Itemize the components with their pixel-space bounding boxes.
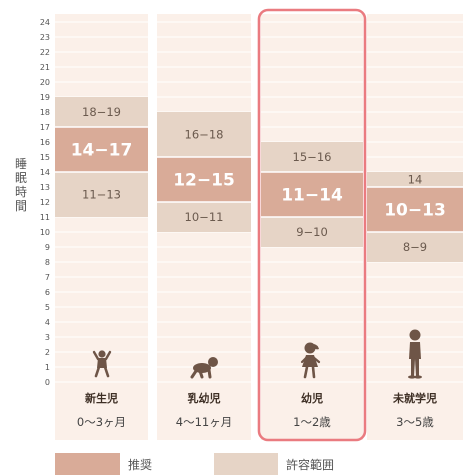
recommended-label: 10−13 [384,201,446,221]
y-tick-label: 11 [40,213,50,222]
y-tick-label: 3 [45,333,50,342]
newborn-baby-icon [92,350,112,378]
legend-label-1: 許容範囲 [286,457,334,472]
allowed-upper-label: 16−18 [185,128,224,142]
recommended-range-bar [157,157,251,202]
y-tick-label: 24 [40,18,50,27]
category-age: 1〜2歳 [293,415,331,429]
allowed-range-upper-bar [367,172,463,187]
column-background-0 [55,14,148,440]
y-tick-label: 17 [40,123,50,132]
y-tick-label: 2 [45,348,50,357]
highlight-frame [257,8,367,442]
allowed-range-upper-bar [55,97,148,127]
y-tick-label: 1 [45,363,50,372]
y-axis-label-char: 睡 [15,157,27,171]
recommended-label: 11−14 [281,186,343,206]
y-tick-label: 22 [40,48,50,57]
y-tick-label: 21 [40,63,50,72]
category-age: 4〜11ヶ月 [176,415,232,429]
y-tick-label: 14 [40,168,50,177]
y-tick-label: 19 [40,93,50,102]
legend-swatch-1 [214,453,278,475]
allowed-range-lower-bar [55,172,148,217]
y-axis-label-char: 眠 [15,171,27,185]
allowed-lower-label: 10−11 [185,210,224,224]
y-tick-label: 10 [40,228,50,237]
allowed-range-lower-bar [157,202,251,232]
allowed-upper-label: 15−16 [293,150,332,164]
y-tick-label: 15 [40,153,50,162]
y-axis-label-char: 時 [15,185,27,199]
recommended-range-bar [367,187,463,232]
y-tick-label: 5 [45,303,50,312]
recommended-range-bar [55,127,148,172]
allowed-lower-label: 8−9 [403,240,427,254]
recommended-label: 12−15 [173,171,235,191]
category-name: 新生児 [85,391,118,405]
allowed-range-upper-bar [261,142,363,172]
y-tick-label: 16 [40,138,50,147]
y-tick-label: 4 [45,318,50,327]
category-name: 乳幼児 [188,391,221,405]
y-tick-label: 13 [40,183,50,192]
category-age: 0〜3ヶ月 [77,415,126,429]
allowed-upper-label: 14 [408,173,423,187]
preschooler-icon [408,329,422,379]
allowed-range-lower-bar [367,232,463,262]
recommended-label: 14−17 [71,141,133,161]
crawling-infant-icon [190,357,218,379]
allowed-range-upper-bar [157,112,251,157]
category-name: 幼児 [301,391,323,405]
y-tick-label: 0 [45,378,50,387]
category-name: 未就学児 [392,391,437,405]
recommended-range-bar [261,172,363,217]
category-age: 3〜5歳 [396,415,434,429]
y-tick-label: 6 [45,288,50,297]
y-axis-label-char: 間 [15,199,27,213]
toddler-icon [300,342,321,379]
y-tick-label: 7 [45,273,50,282]
allowed-lower-label: 9−10 [296,225,328,239]
legend-label-0: 推奨 [128,458,152,472]
y-tick-label: 8 [45,258,50,267]
allowed-range-lower-bar [261,217,363,247]
allowed-lower-label: 11−13 [82,188,121,202]
legend-swatch-0 [55,453,120,475]
allowed-upper-label: 18−19 [82,105,121,119]
y-tick-label: 18 [40,108,50,117]
y-tick-label: 9 [45,243,50,252]
y-tick-label: 20 [40,78,50,87]
y-tick-label: 23 [40,33,50,42]
y-tick-label: 12 [40,198,50,207]
